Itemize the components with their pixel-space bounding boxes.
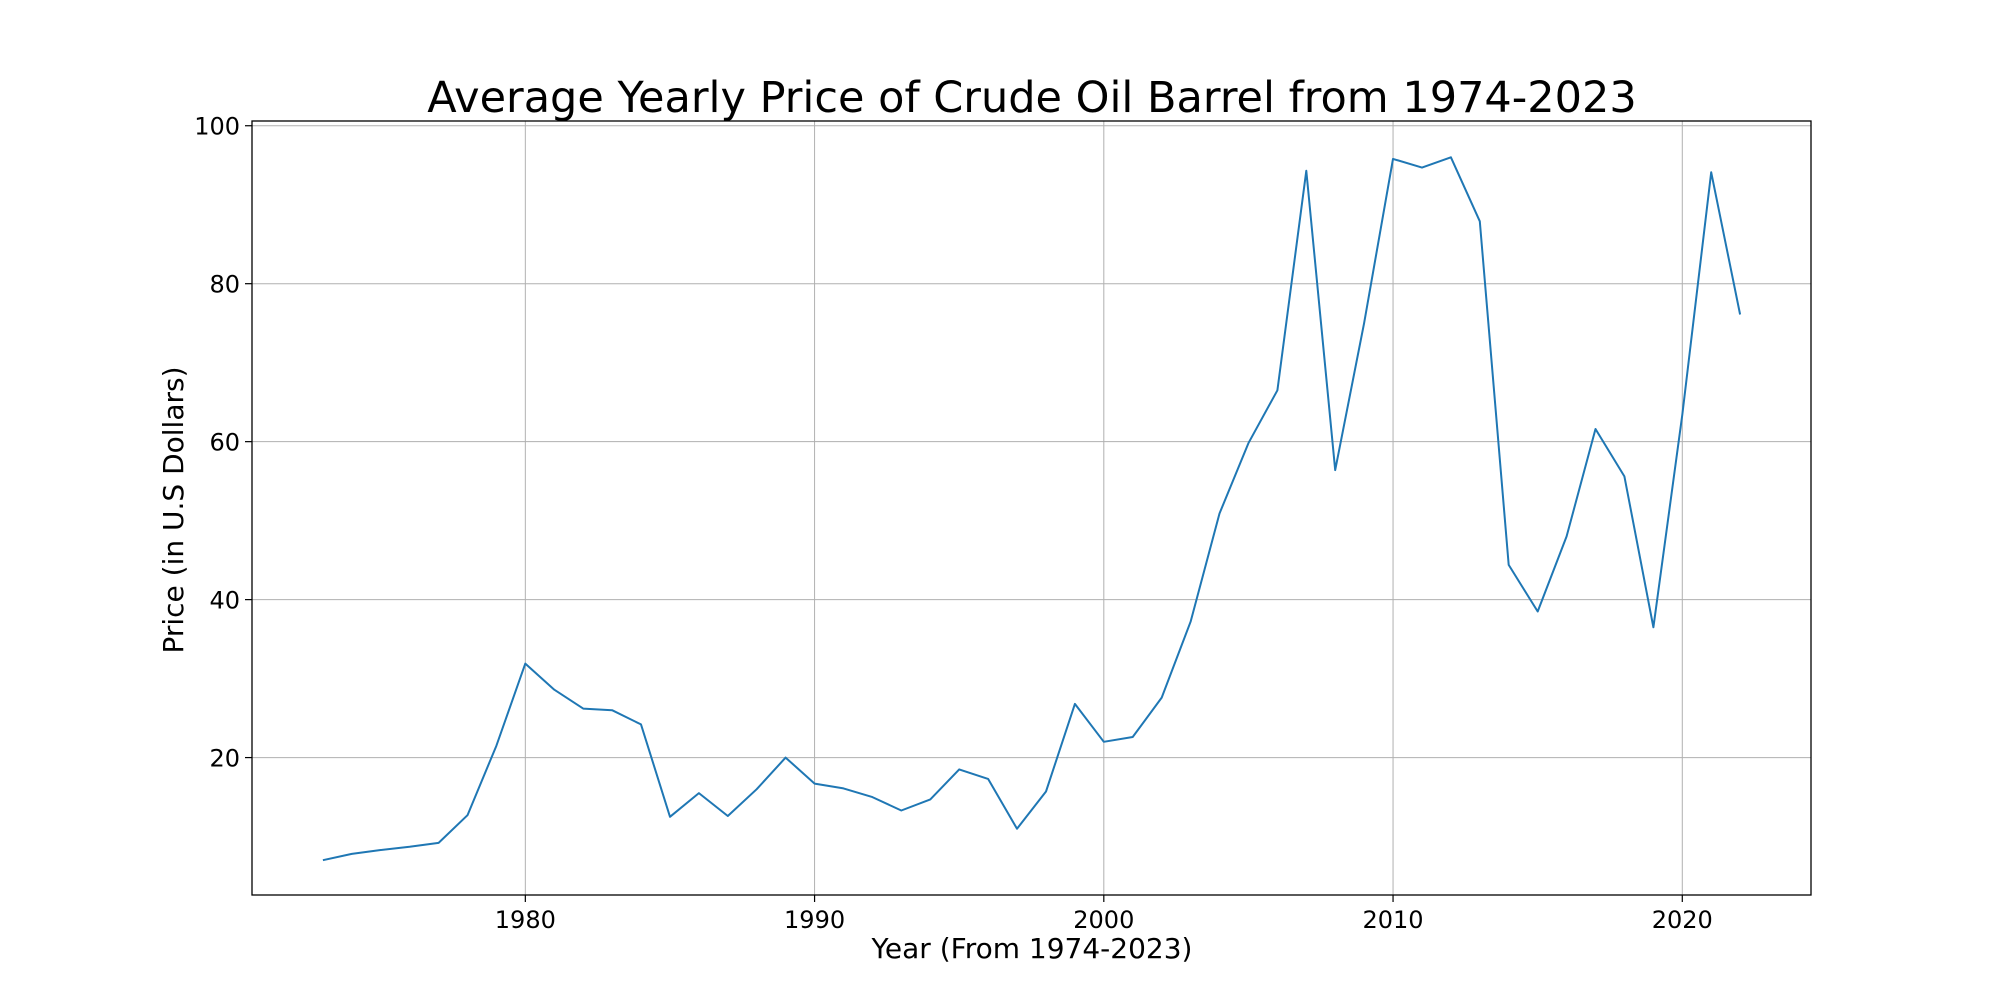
grid-lines <box>252 121 1811 895</box>
data-series <box>322 156 1742 862</box>
x-tick-label: 1980 <box>495 906 556 934</box>
plot-frame <box>251 120 1812 896</box>
x-tick-label: 1990 <box>784 906 845 934</box>
x-axis-label: Year (From 1974-2023) <box>871 932 1193 965</box>
price-series-line <box>322 156 1742 862</box>
y-axis-label: Price (in U.S Dollars) <box>157 366 190 653</box>
chart-title: Average Yearly Price of Crude Oil Barrel… <box>427 73 1637 123</box>
y-tick-label: 60 <box>209 429 240 457</box>
x-tick-label: 2000 <box>1073 906 1134 934</box>
y-tick-label: 20 <box>209 745 240 773</box>
y-tick-label: 100 <box>194 113 240 141</box>
x-tick-label: 2020 <box>1652 906 1713 934</box>
y-tick-label: 80 <box>209 271 240 299</box>
y-tick-label: 40 <box>209 587 240 615</box>
x-tick-label: 2010 <box>1363 906 1424 934</box>
